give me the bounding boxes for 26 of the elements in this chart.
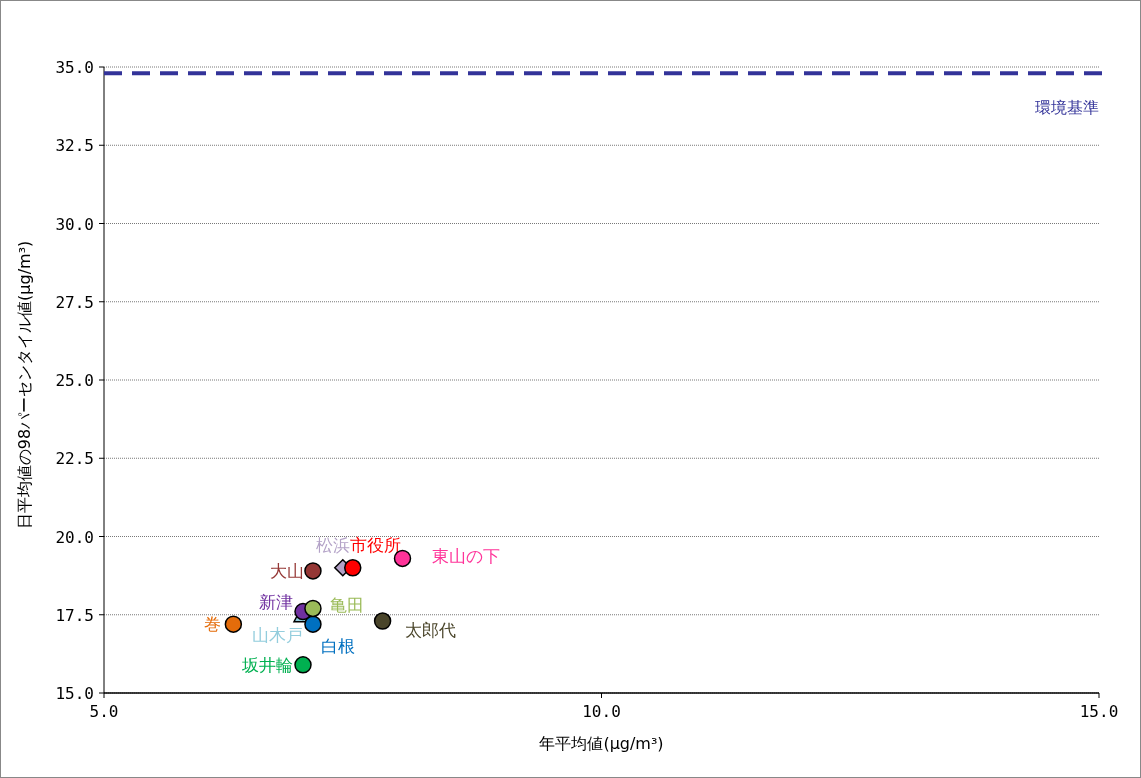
series-label: 坂井輪 xyxy=(241,654,293,675)
x-tick-label: 5.0 xyxy=(89,702,119,721)
y-tick-label: 25.0 xyxy=(55,371,94,390)
y-axis-title: 日平均値の98パーセンタイル値(μg/m³) xyxy=(15,240,34,530)
series-label: 巻 xyxy=(204,614,222,635)
x-tick-label: 10.0 xyxy=(582,702,621,721)
y-tick-label: 17.5 xyxy=(55,605,94,625)
y-tick-label: 35.0 xyxy=(55,58,94,77)
series-label: 山木戸 xyxy=(252,624,303,645)
y-tick-label: 32.5 xyxy=(55,136,94,156)
y-tick-label: 27.5 xyxy=(55,292,94,312)
y-tick-label: 15.0 xyxy=(55,684,94,703)
ref-line-label: 環境基準 xyxy=(1035,98,1099,118)
series-label: 松浜 xyxy=(315,534,350,555)
y-tick-label: 20.0 xyxy=(55,527,94,547)
series-label: 大山 xyxy=(269,560,304,581)
series-label: 亀田 xyxy=(329,595,364,616)
y-tick-label: 30.0 xyxy=(55,214,94,234)
series-label: 東山の下 xyxy=(431,546,500,567)
series-label: 市役所 xyxy=(349,534,401,555)
x-axis-title: 年平均値(μg/m³) xyxy=(539,734,664,753)
x-tick-label: 15.0 xyxy=(1079,702,1119,721)
series-label: 太郎代 xyxy=(404,620,456,641)
series-label: 白根 xyxy=(320,636,355,657)
y-tick-label: 22.5 xyxy=(55,449,94,469)
series-label: 新津 xyxy=(259,591,293,612)
